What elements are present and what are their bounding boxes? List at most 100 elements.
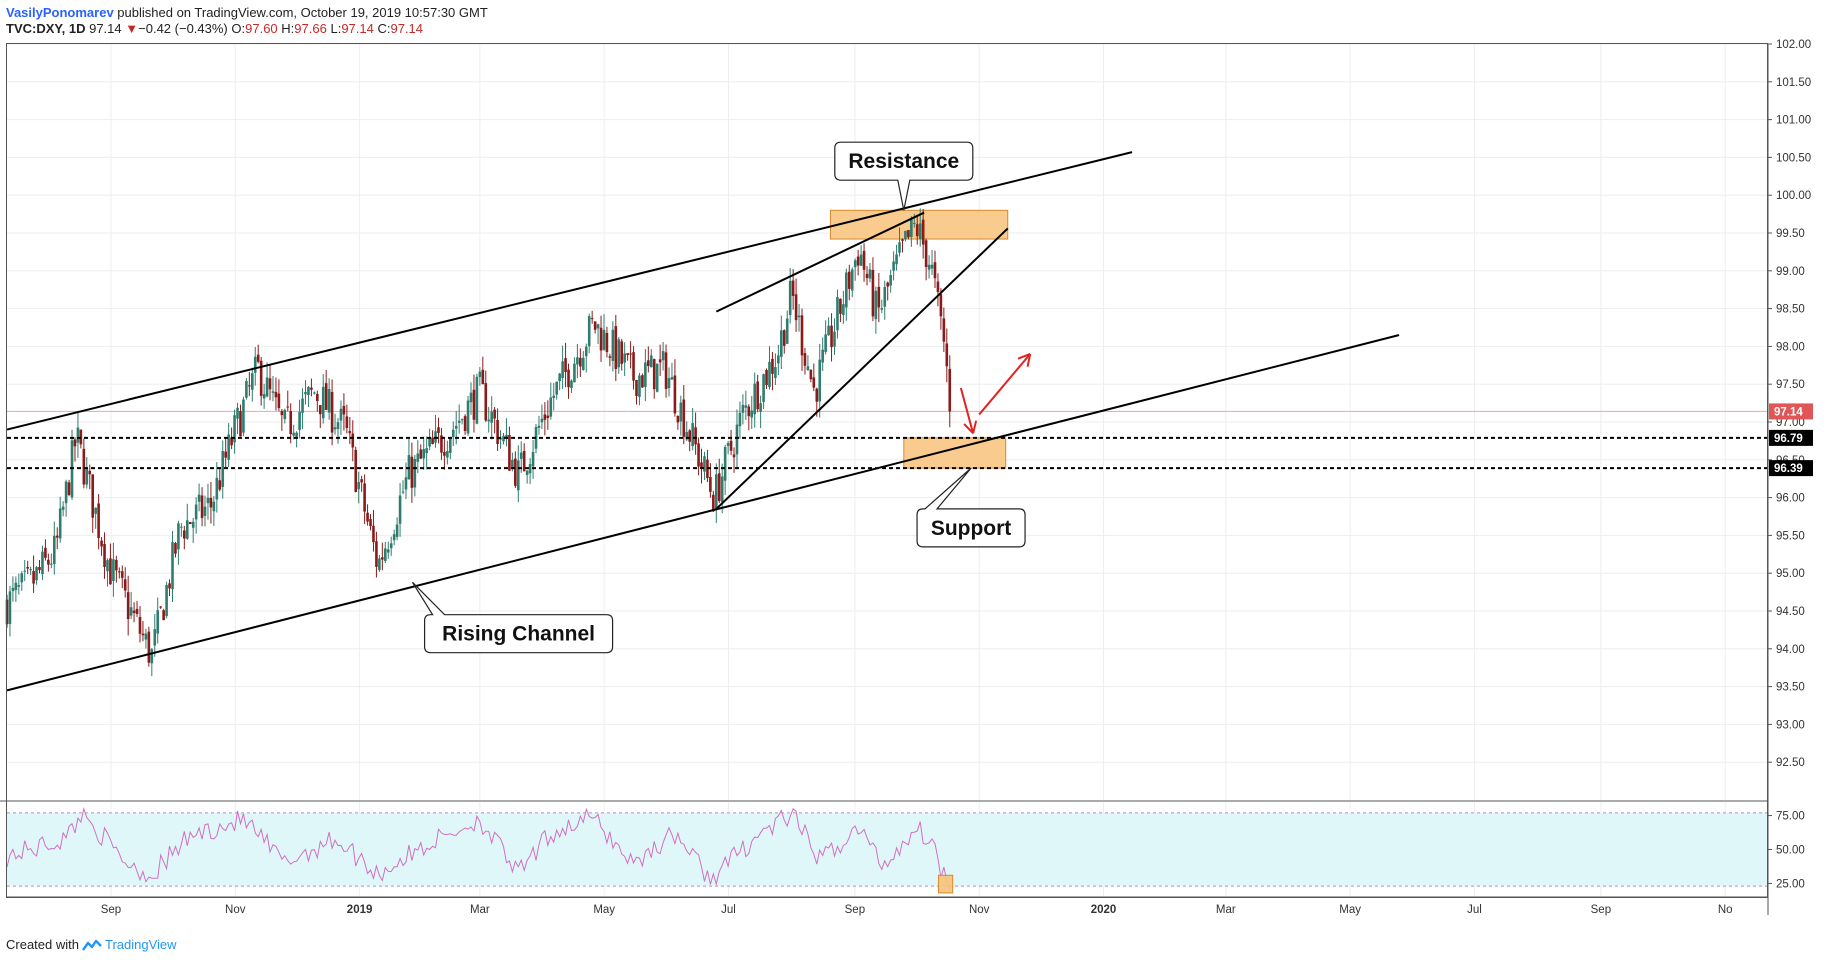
price-tag-97.14	[1769, 403, 1813, 420]
candle-body	[262, 394, 266, 399]
price-tick-label: 96.00	[1776, 493, 1805, 505]
candle-body	[398, 495, 402, 524]
candle-body	[47, 559, 50, 565]
footer: Created with TradingView	[6, 937, 177, 955]
candle	[700, 448, 703, 484]
candle	[227, 423, 230, 467]
candle	[73, 437, 77, 462]
candle-body	[135, 608, 139, 614]
candle	[853, 258, 857, 281]
published-text: published on TradingView.com, October 19…	[117, 5, 488, 20]
candle	[785, 310, 789, 345]
candle	[100, 537, 103, 556]
candle	[930, 249, 934, 275]
callout-support[interactable]: Support	[916, 467, 1026, 548]
candle	[85, 457, 89, 489]
candle-body	[103, 543, 106, 567]
callout-resistance[interactable]: Resistance	[834, 141, 974, 211]
time-tick-label: Mar	[1216, 904, 1236, 916]
candle	[156, 597, 160, 644]
candle-body	[191, 521, 195, 528]
candle-body	[649, 355, 653, 368]
candle	[830, 313, 833, 362]
price-tick-label: 95.50	[1776, 530, 1805, 542]
candle-body	[853, 260, 857, 268]
author-link[interactable]: VasilyPonomarev	[6, 5, 114, 20]
callout-rising-channel[interactable]: Rising Channel	[411, 581, 614, 654]
candle	[676, 415, 680, 430]
candle	[141, 621, 145, 642]
candle-body	[115, 559, 118, 571]
channel-upper[interactable]	[6, 151, 1133, 431]
candle	[97, 494, 100, 550]
candle	[531, 440, 535, 479]
candle-body	[310, 387, 313, 390]
candle-body	[118, 571, 121, 573]
candle-body	[913, 223, 916, 225]
candle	[318, 405, 322, 429]
candle	[720, 463, 724, 514]
candle-body	[567, 369, 570, 388]
candle-body	[94, 507, 97, 514]
candle-body	[564, 358, 567, 372]
candle-body	[862, 250, 866, 270]
candle	[437, 417, 440, 444]
candle	[561, 345, 564, 390]
candle-body	[392, 534, 396, 541]
last-price-value: 97.14	[89, 21, 122, 36]
candle	[573, 357, 576, 383]
tradingview-logo-icon[interactable]	[82, 939, 102, 955]
time-tick-label: May	[593, 904, 615, 916]
candle-body	[88, 470, 92, 475]
callout-box	[916, 467, 1026, 548]
candle	[357, 471, 360, 504]
candle	[194, 497, 198, 534]
candle-body	[836, 297, 839, 331]
candle	[47, 553, 50, 572]
candle-body	[378, 558, 381, 570]
wedge-upper[interactable]	[715, 211, 925, 313]
candle-body	[20, 573, 24, 583]
candle	[289, 403, 293, 444]
price-tick-label: 101.50	[1776, 77, 1811, 89]
price-tick-label: 100.00	[1776, 190, 1811, 202]
candle	[286, 390, 290, 412]
candle	[596, 323, 600, 345]
candle	[94, 507, 97, 529]
candle	[449, 437, 452, 460]
candle	[552, 382, 556, 411]
up-arrow-icon[interactable]	[978, 353, 1032, 416]
candle	[366, 504, 369, 526]
candle	[534, 424, 538, 454]
candle	[295, 431, 298, 448]
tradingview-brand-link[interactable]: TradingView	[104, 937, 177, 952]
down-arrow-icon[interactable]	[959, 387, 978, 435]
wedge-lower[interactable]	[715, 227, 1009, 510]
candle-body	[620, 341, 624, 364]
candle-body	[32, 571, 35, 584]
symbol-name[interactable]: TVC:DXY, 1D	[6, 21, 86, 36]
rsi-oversold-zone[interactable]	[937, 874, 954, 894]
candle	[245, 378, 248, 400]
support-zone[interactable]	[903, 437, 1007, 469]
candle-body	[732, 454, 736, 458]
candle-body	[162, 610, 165, 621]
candle-body	[8, 591, 12, 624]
candle-body	[203, 506, 207, 516]
candle	[762, 373, 765, 410]
candle	[82, 438, 86, 489]
candle	[664, 344, 668, 398]
candle	[833, 318, 836, 355]
candle-body	[765, 370, 768, 385]
candle	[50, 553, 53, 569]
candle-body	[815, 388, 819, 402]
candle	[218, 467, 222, 492]
candle-body	[780, 330, 783, 357]
time-tick-label: Sep	[101, 904, 121, 916]
candle	[242, 396, 245, 437]
channel-lower[interactable]	[6, 334, 1400, 692]
candle	[632, 346, 635, 390]
candle	[463, 414, 467, 435]
candle	[372, 510, 375, 552]
